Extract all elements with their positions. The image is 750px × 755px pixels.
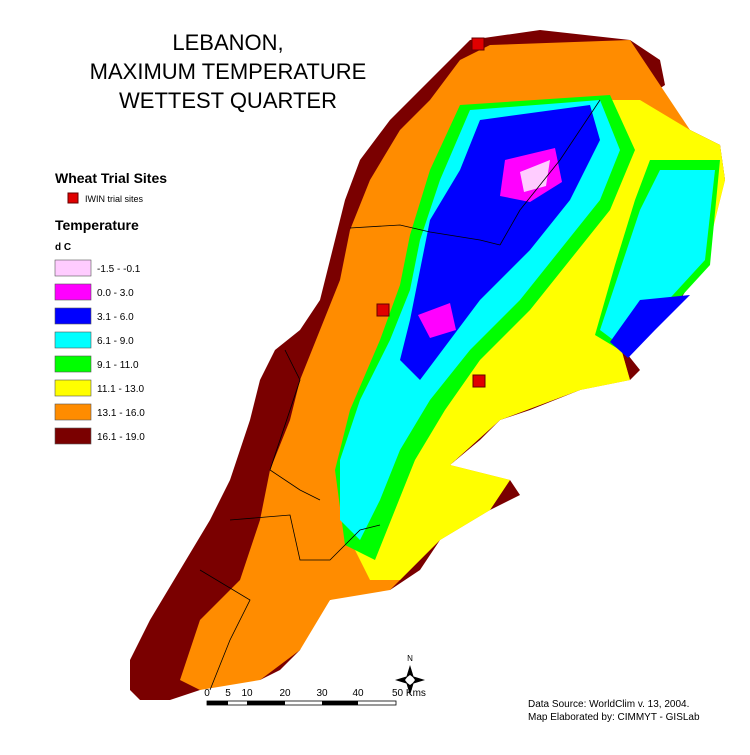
legend-swatch [54,379,92,397]
source-line: Map Elaborated by: CIMMYT - GISLab [528,712,700,723]
scale-bar: 0 5 10 20 30 40 50 Kms [204,688,426,706]
legend-heading: Wheat Trial Sites [55,170,167,186]
scale-bar-label: 10 [241,688,253,699]
title-line: WETTEST QUARTER [119,88,337,113]
legend-label: 13.1 - 16.0 [97,408,145,419]
north-arrow-shape [406,682,414,695]
north-arrow-shape [395,676,408,684]
legend-site-symbol [67,192,79,204]
title-line: LEBANON, [172,30,283,55]
legend-site-label: IWIN trial sites [85,194,144,204]
scale-bar-segment [247,701,285,705]
border-line [499,99,601,246]
trial-site [472,374,486,388]
scale-bar-label: 20 [279,688,291,699]
legend-label: 3.1 - 6.0 [97,312,134,323]
border-line [269,349,321,501]
legend-classes: -1.5 - -0.1 0.0 - 3.0 3.1 - 6.0 6.1 - 9.0 9.… [54,259,145,445]
trial-site [471,37,485,51]
north-label: N [407,654,413,663]
scale-bar-frame [206,700,397,706]
legend-swatch [54,307,92,325]
border-line [199,569,251,691]
map-zone [610,295,690,358]
map-zones [130,30,725,700]
district-borders [199,99,601,691]
legend-label: 6.1 - 9.0 [97,336,134,347]
scale-bar-segment [322,701,358,705]
legend-swatch [54,355,92,373]
north-arrow-shape [412,676,425,684]
legend-heading: Temperature [55,217,139,233]
north-arrow-shape [406,665,414,678]
title-line: MAXIMUM TEMPERATURE [90,59,367,84]
legend-label: 0.0 - 3.0 [97,288,134,299]
map-zone [520,160,550,192]
legend-swatch [54,403,92,421]
trial-site [376,303,390,317]
legend-unit: d C [55,242,71,253]
scale-bar-label: 40 [352,688,364,699]
source-line: Data Source: WorldClim v. 13, 2004. [528,699,689,710]
map-zone [600,170,715,345]
map-zone [418,303,456,338]
north-arrow: N [395,654,425,695]
scale-bar-label: 50 Kms [392,688,426,699]
scale-bar-label: 30 [316,688,328,699]
trial-sites [376,37,486,388]
legend-label: 9.1 - 11.0 [97,360,139,371]
border-line [229,514,381,561]
legend-label: 16.1 - 19.0 [97,432,145,443]
legend-swatch [54,331,92,349]
border-line [349,224,501,246]
legend-swatch [54,283,92,301]
legend-swatch [54,259,92,277]
scale-bar-label: 0 [204,688,210,699]
scale-bar-segment [207,701,228,705]
legend-label: -1.5 - -0.1 [97,264,141,275]
map-zone [340,100,725,580]
scale-bar-label: 5 [225,688,231,699]
legend-label: 11.1 - 13.0 [97,384,145,395]
legend-swatch [54,427,92,445]
